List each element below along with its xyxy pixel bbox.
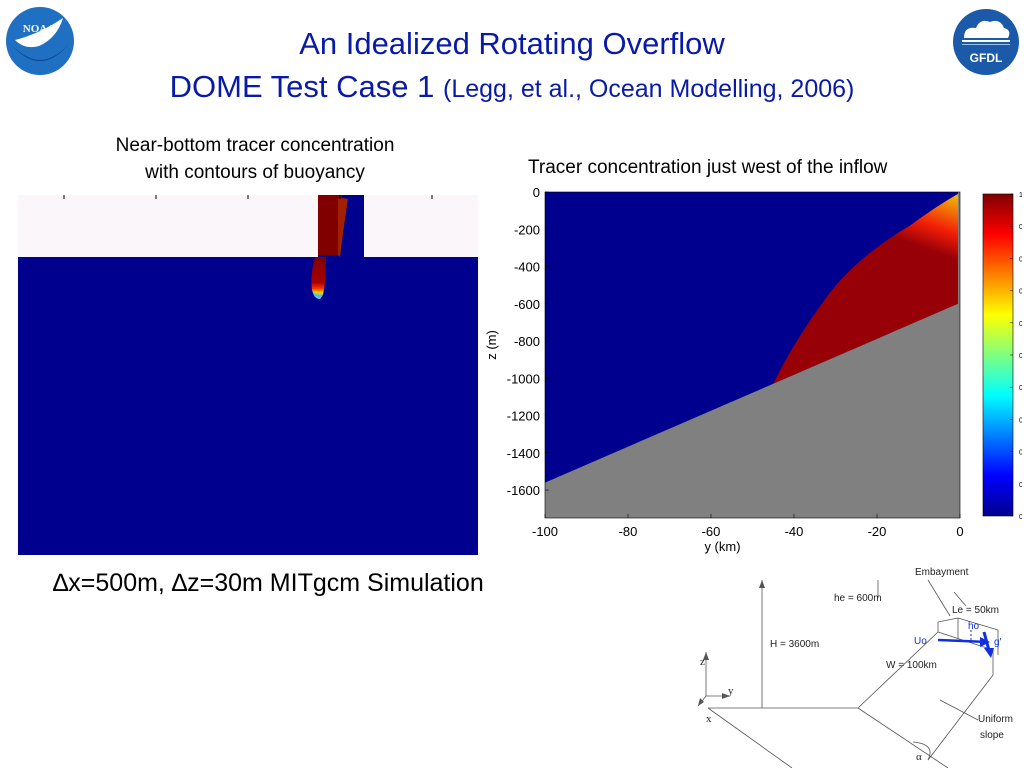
label-uniform: Uniform [978, 714, 1013, 725]
tracer-section-chart: -100 -80 -60 -40 -20 00-200-400-600-800-1000-… [484, 185, 1022, 554]
subtitle-text: DOME Test Case 1 [169, 69, 435, 104]
left-caption-line1: Near-bottom tracer concentration [115, 135, 395, 156]
label-axis-x: x [706, 713, 712, 725]
y-tick-label: 0 [533, 185, 540, 200]
citation: (Legg, et al., Ocean Modelling, 2006) [443, 75, 855, 103]
colorbar-tick-label: 0.9 [1019, 224, 1022, 231]
label-alpha: α [916, 751, 922, 763]
colorbar-tick-label: 0.7 [1019, 289, 1022, 296]
label-h: H = 3600m [770, 639, 819, 650]
plan-view-tracer-image [18, 195, 478, 555]
tracer-plume [773, 193, 958, 384]
x-tick-label: -20 [868, 524, 887, 539]
topography [545, 192, 960, 518]
label-embayment: Embayment [915, 567, 969, 578]
y-tick-label: -400 [514, 260, 540, 275]
y-tick-label: -800 [514, 334, 540, 349]
dome-schematic: Embayment he = 600m Le = 50km ho Uo g' H… [697, 567, 1013, 768]
colorbar-tick-label: 0 [1019, 514, 1022, 521]
colorbar-tick-label: 0.8 [1019, 256, 1022, 263]
label-uo: Uo [914, 636, 927, 647]
label-le: Le = 50km [952, 605, 999, 616]
page-title: An Idealized Rotating Overflow [299, 26, 725, 61]
x-tick-label: -60 [702, 524, 721, 539]
x-tick-label: -80 [619, 524, 638, 539]
y-tick-label: -1000 [507, 371, 540, 386]
colorbar-tick-label: 1 [1019, 192, 1022, 199]
chart-title: Tracer concentration just west of the in… [528, 157, 888, 178]
label-ho: ho [968, 621, 980, 632]
colorbar-tick-label: 0.5 [1019, 353, 1022, 360]
gfdl-logo: GFDL [952, 8, 1020, 76]
label-axis-y: y [728, 685, 734, 697]
y-axis-label: z (m) [484, 330, 499, 360]
x-axis-label: y (km) [704, 539, 740, 554]
label-he: he = 600m [834, 593, 882, 604]
colorbar-tick-label: 0.2 [1019, 450, 1022, 457]
label-slope: slope [980, 730, 1004, 741]
y-tick-label: -1400 [507, 446, 540, 461]
colorbar-tick-label: 0.1 [1019, 482, 1022, 489]
colorbar-tick-label: 0.6 [1019, 321, 1022, 328]
colorbar-tick-label: 0.4 [1019, 385, 1022, 392]
left-panel-caption: Near-bottom tracer concentration with co… [60, 132, 450, 186]
label-gprime: g' [994, 637, 1002, 648]
x-tick-label: -100 [532, 524, 558, 539]
y-tick-label: -200 [514, 222, 540, 237]
plot-frame [544, 191, 961, 519]
y-tick-label: -1600 [507, 483, 540, 498]
noaa-logo: NOAA [5, 6, 75, 76]
gfdl-logo-text: GFDL [970, 51, 1003, 65]
label-axis-z: z [700, 656, 705, 668]
left-caption-line2: with contours of buoyancy [145, 162, 365, 183]
colorbar-tick-label: 0.3 [1019, 417, 1022, 424]
label-w: W = 100km [886, 660, 937, 671]
y-tick-label: -600 [514, 297, 540, 312]
noaa-logo-text: NOAA [23, 23, 55, 35]
x-tick-label: -40 [785, 524, 804, 539]
simulation-label: ∆x=500m, ∆z=30m MITgcm Simulation [53, 569, 484, 597]
colorbar-gradient [982, 193, 1014, 517]
x-tick-label: 0 [956, 524, 963, 539]
y-tick-label: -1200 [507, 409, 540, 424]
page-subtitle: DOME Test Case 1 (Legg, et al., Ocean Mo… [0, 69, 1024, 105]
